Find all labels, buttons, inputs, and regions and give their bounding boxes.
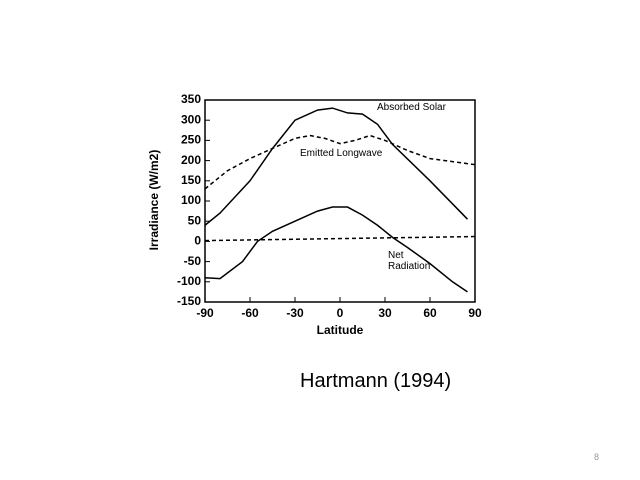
y-tick-label: 200 [181,153,201,167]
x-tick-label: -60 [241,306,259,320]
x-tick-label: 60 [423,306,437,320]
series-label: Absorbed Solar [377,102,446,113]
series-line [204,235,476,242]
y-tick-label: 50 [188,213,202,227]
series-label: Net Radiation [388,250,431,272]
y-tick-label: 350 [181,92,201,106]
x-tick-label: -30 [286,306,304,320]
y-tick-label: 300 [181,112,201,126]
y-axis-label: Irradiance (W/m2) [147,150,161,251]
x-tick-label: 0 [337,306,344,320]
series-label: Emitted Longwave [300,148,383,159]
x-tick-label: 90 [468,306,482,320]
y-tick-label: -100 [177,274,201,288]
x-axis-label: Latitude [317,323,364,337]
y-tick-label: 250 [181,133,201,147]
caption: Hartmann (1994) [300,370,452,392]
series-line [204,206,468,293]
y-tick-label: -50 [184,254,202,268]
y-tick-label: -150 [177,294,201,308]
plot-frame [204,99,476,303]
y-tick-label: 0 [194,234,201,248]
series-line [204,134,476,190]
x-tick-label: 30 [378,306,392,320]
y-tick-label: 100 [181,193,201,207]
x-tick-label: -90 [196,306,214,320]
page-number: 8 [594,452,600,462]
y-tick-label: 150 [181,173,201,187]
